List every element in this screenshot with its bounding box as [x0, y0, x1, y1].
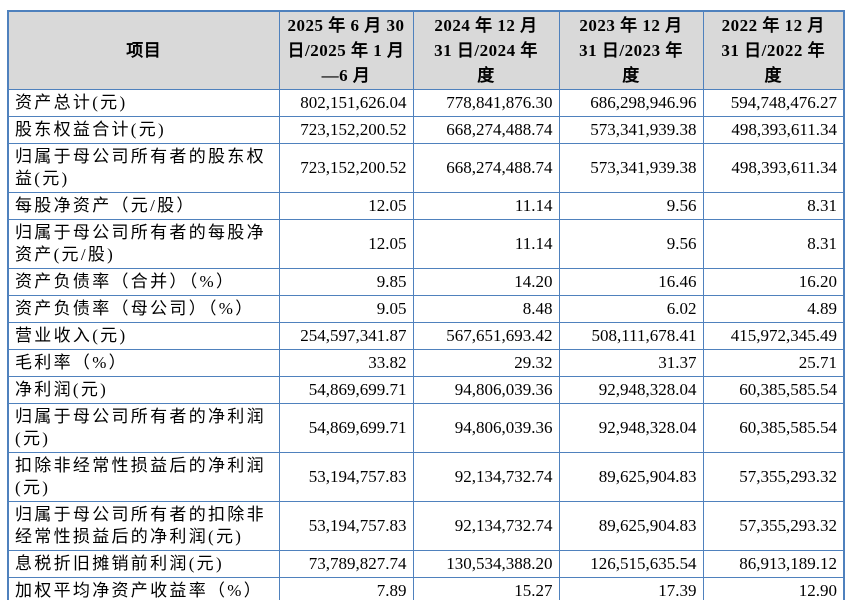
- row-value: 53,194,757.83: [278, 452, 414, 502]
- row-value: 73,789,827.74: [278, 550, 414, 578]
- column-header-period-2023: 2023 年 12 月 31 日/2023 年 度: [558, 10, 704, 90]
- row-label: 息税折旧摊销前利润(元): [7, 550, 280, 578]
- row-value: 9.56: [558, 219, 704, 269]
- row-value: 7.89: [278, 577, 414, 600]
- row-value: 723,152,200.52: [278, 143, 414, 193]
- table-row: 息税折旧摊销前利润(元) 73,789,827.74 130,534,388.20 1…: [7, 550, 845, 578]
- row-value: 723,152,200.52: [278, 116, 414, 144]
- table-row: 归属于母公司所有者的每股净资产(元/股) 12.05 11.14 9.56 8.31: [7, 219, 845, 269]
- table-row: 扣除非经常性损益后的净利润(元) 53,194,757.83 92,134,732.…: [7, 452, 845, 502]
- row-value: 11.14: [412, 192, 560, 220]
- row-value: 778,841,876.30: [412, 89, 560, 117]
- table-row: 净利润(元) 54,869,699.71 94,806,039.36 92,948,3…: [7, 376, 845, 404]
- row-label: 加权平均净资产收益率（%）: [7, 577, 280, 600]
- row-value: 53,194,757.83: [278, 501, 414, 551]
- row-label: 归属于母公司所有者的净利润(元): [7, 403, 280, 453]
- row-label: 归属于母公司所有者的每股净资产(元/股): [7, 219, 280, 269]
- row-value: 573,341,939.38: [558, 143, 704, 193]
- row-value: 12.05: [278, 219, 414, 269]
- column-header-period-2024: 2024 年 12 月 31 日/2024 年 度: [412, 10, 560, 90]
- table-row: 资产负债率（母公司）（%） 9.05 8.48 6.02 4.89: [7, 295, 845, 323]
- row-value: 33.82: [278, 349, 414, 377]
- row-value: 29.32: [412, 349, 560, 377]
- column-header-period-2022: 2022 年 12 月 31 日/2022 年 度: [702, 10, 845, 90]
- row-value: 17.39: [558, 577, 704, 600]
- row-value: 9.05: [278, 295, 414, 323]
- table-row: 每股净资产（元/股） 12.05 11.14 9.56 8.31: [7, 192, 845, 220]
- row-value: 94,806,039.36: [412, 403, 560, 453]
- row-label: 归属于母公司所有者的扣除非经常性损益后的净利润(元): [7, 501, 280, 551]
- row-label: 毛利率（%）: [7, 349, 280, 377]
- row-value: 89,625,904.83: [558, 501, 704, 551]
- row-value: 4.89: [702, 295, 845, 323]
- row-label: 资产总计(元): [7, 89, 280, 117]
- row-value: 802,151,626.04: [278, 89, 414, 117]
- row-value: 686,298,946.96: [558, 89, 704, 117]
- row-label: 资产负债率（合并）（%）: [7, 268, 280, 296]
- row-value: 415,972,345.49: [702, 322, 845, 350]
- row-value: 92,134,732.74: [412, 501, 560, 551]
- financial-summary-table: 项目 2025 年 6 月 30 日/2025 年 1 月 —6 月 2024 …: [7, 10, 845, 600]
- row-label: 归属于母公司所有者的股东权益(元): [7, 143, 280, 193]
- row-value: 31.37: [558, 349, 704, 377]
- row-value: 92,134,732.74: [412, 452, 560, 502]
- row-label: 净利润(元): [7, 376, 280, 404]
- row-value: 508,111,678.41: [558, 322, 704, 350]
- row-value: 89,625,904.83: [558, 452, 704, 502]
- row-value: 567,651,693.42: [412, 322, 560, 350]
- row-label: 营业收入(元): [7, 322, 280, 350]
- document-page: 项目 2025 年 6 月 30 日/2025 年 1 月 —6 月 2024 …: [0, 10, 848, 600]
- row-value: 6.02: [558, 295, 704, 323]
- table-row: 股东权益合计(元) 723,152,200.52 668,274,488.74 573…: [7, 116, 845, 144]
- table-row: 归属于母公司所有者的股东权益(元) 723,152,200.52 668,274,4…: [7, 143, 845, 193]
- row-label: 每股净资产（元/股）: [7, 192, 280, 220]
- row-value: 14.20: [412, 268, 560, 296]
- row-value: 16.20: [702, 268, 845, 296]
- row-value: 12.05: [278, 192, 414, 220]
- row-value: 94,806,039.36: [412, 376, 560, 404]
- row-value: 86,913,189.12: [702, 550, 845, 578]
- row-value: 54,869,699.71: [278, 376, 414, 404]
- row-value: 668,274,488.74: [412, 116, 560, 144]
- table-row: 毛利率（%） 33.82 29.32 31.37 25.71: [7, 349, 845, 377]
- row-value: 92,948,328.04: [558, 376, 704, 404]
- column-header-period-2025: 2025 年 6 月 30 日/2025 年 1 月 —6 月: [278, 10, 414, 90]
- row-value: 126,515,635.54: [558, 550, 704, 578]
- table-row: 资产总计(元) 802,151,626.04 778,841,876.30 686,2…: [7, 89, 845, 117]
- row-value: 594,748,476.27: [702, 89, 845, 117]
- row-value: 12.90: [702, 577, 845, 600]
- row-value: 60,385,585.54: [702, 376, 845, 404]
- table-row: 归属于母公司所有者的净利润(元) 54,869,699.71 94,806,039.…: [7, 403, 845, 453]
- column-header-item: 项目: [7, 10, 280, 90]
- row-value: 57,355,293.32: [702, 501, 845, 551]
- table-row: 归属于母公司所有者的扣除非经常性损益后的净利润(元) 53,194,757.83 9…: [7, 501, 845, 551]
- row-value: 92,948,328.04: [558, 403, 704, 453]
- row-value: 9.85: [278, 268, 414, 296]
- row-value: 8.31: [702, 192, 845, 220]
- row-value: 573,341,939.38: [558, 116, 704, 144]
- row-value: 16.46: [558, 268, 704, 296]
- row-label: 股东权益合计(元): [7, 116, 280, 144]
- row-value: 254,597,341.87: [278, 322, 414, 350]
- table-row: 加权平均净资产收益率（%） 7.89 15.27 17.39 12.90: [7, 577, 845, 600]
- table-row: 资产负债率（合并）（%） 9.85 14.20 16.46 16.20: [7, 268, 845, 296]
- row-value: 11.14: [412, 219, 560, 269]
- row-label: 资产负债率（母公司）（%）: [7, 295, 280, 323]
- table-row: 营业收入(元) 254,597,341.87 567,651,693.42 508,1…: [7, 322, 845, 350]
- row-value: 60,385,585.54: [702, 403, 845, 453]
- row-value: 54,869,699.71: [278, 403, 414, 453]
- row-value: 498,393,611.34: [702, 116, 845, 144]
- row-value: 668,274,488.74: [412, 143, 560, 193]
- row-value: 57,355,293.32: [702, 452, 845, 502]
- table-header-row: 项目 2025 年 6 月 30 日/2025 年 1 月 —6 月 2024 …: [7, 10, 845, 90]
- row-value: 8.48: [412, 295, 560, 323]
- row-value: 498,393,611.34: [702, 143, 845, 193]
- table-body: 资产总计(元) 802,151,626.04 778,841,876.30 686,2…: [7, 89, 845, 600]
- row-value: 15.27: [412, 577, 560, 600]
- row-value: 9.56: [558, 192, 704, 220]
- row-value: 8.31: [702, 219, 845, 269]
- row-value: 130,534,388.20: [412, 550, 560, 578]
- row-value: 25.71: [702, 349, 845, 377]
- row-label: 扣除非经常性损益后的净利润(元): [7, 452, 280, 502]
